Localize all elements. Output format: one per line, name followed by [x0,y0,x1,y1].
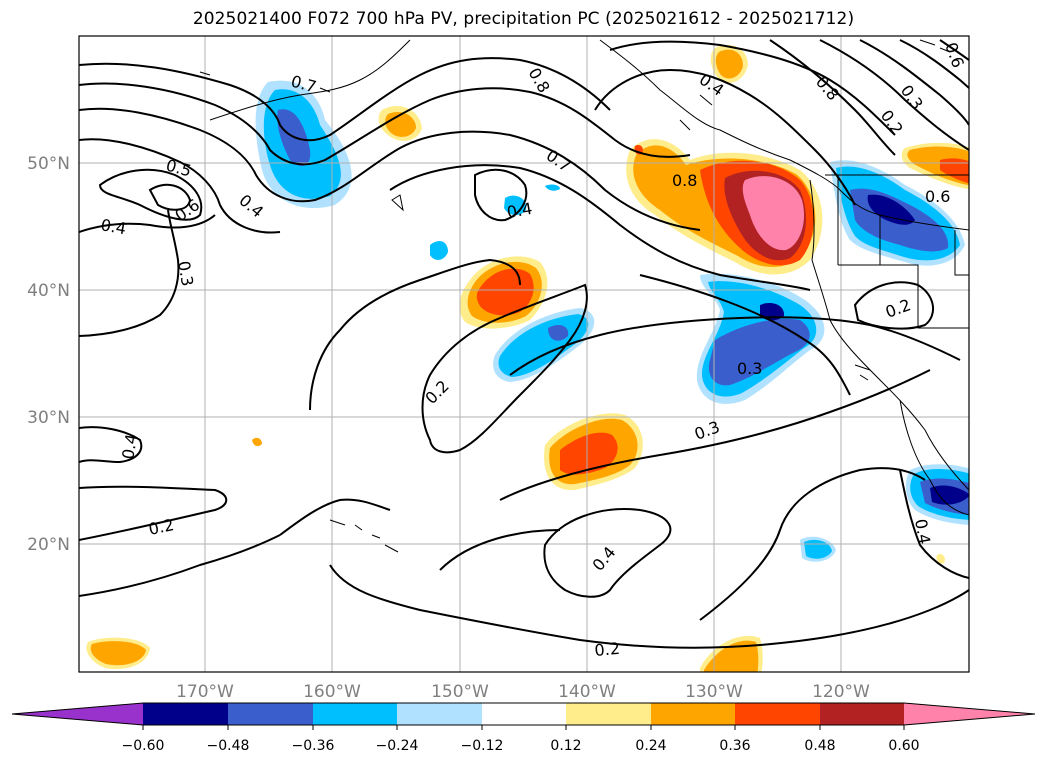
lat-label: 40°N [27,281,70,301]
contour-label: 0.2 [147,515,176,539]
colorbar-tick-label: −0.36 [292,738,335,754]
lon-label: 120°W [812,682,870,702]
contour-label: 0.2 [883,295,913,322]
map-title: 2025021400 F072 700 hPa PV, precipitatio… [192,9,855,29]
colorbar-extend-min [12,703,143,725]
contour-label: 0.3 [897,81,927,113]
colorbar-tick-label: −0.12 [461,738,504,754]
lat-label: 50°N [27,154,70,174]
contour-label: 0.2 [594,639,621,660]
lat-label: 30°N [27,408,70,428]
colorbar-extend-max [904,703,1035,725]
lon-label: 170°W [176,682,234,702]
contour-label: 0.8 [672,171,697,190]
colorbar-segment [313,703,397,725]
colorbar-segment [143,703,228,725]
graticule [79,36,969,672]
pv-contours [79,39,969,649]
contour-label: 0.3 [174,259,197,287]
contour-label: 0.3 [737,359,762,378]
coastlines [199,39,969,553]
colorbar-tick-labels: −0.60 −0.48 −0.36 −0.24 −0.12 0.12 0.24 … [122,738,920,754]
colorbar-segment [482,703,566,725]
contour-label: 0.4 [118,432,141,460]
colorbar-segment [820,703,904,725]
lon-label: 140°W [558,682,616,702]
lon-label: 160°W [303,682,361,702]
contour-label: 0.6 [941,40,968,70]
contour-label: 0.4 [99,215,127,238]
lon-label: 130°W [685,682,743,702]
map-plot-area: 0.7 0.8 0.5 0.6 0.4 0.4 0.3 0.7 0.4 0.8 … [79,36,969,672]
colorbar: −0.60 −0.48 −0.36 −0.24 −0.12 0.12 0.24 … [11,702,1036,754]
contour-label: 0.5 [164,156,194,181]
contour-label: 0.2 [421,376,452,407]
colorbar-tick-label: 0.60 [888,738,919,754]
map-frame [78,35,970,673]
colorbar-tick-label: −0.48 [207,738,250,754]
contour-label: 0.4 [589,543,620,575]
colorbar-tick-label: −0.60 [122,738,165,754]
colorbar-segment [735,703,820,725]
contour-label: 0.3 [692,417,722,444]
contour-label: 0.2 [877,106,907,138]
latitude-labels: 50°N 40°N 30°N 20°N [27,154,70,555]
colorbar-tick-label: −0.24 [376,738,419,754]
contour-label: 0.4 [505,199,533,222]
colorbar-tick-label: 0.48 [804,738,835,754]
contour-label: 0.6 [171,195,203,225]
precipitation-shading [86,44,969,672]
colorbar-ticks [142,725,905,730]
lon-label: 150°W [431,682,489,702]
contour-label: 0.8 [812,72,843,104]
colorbar-segment [566,703,651,725]
colorbar-segment [397,703,482,725]
longitude-labels: 170°W 160°W 150°W 140°W 130°W 120°W [176,682,870,702]
contour-label: 0.7 [543,146,575,176]
contour-label: 0.4 [235,191,267,222]
colorbar-tick-label: 0.24 [635,738,666,754]
contour-label: 0.6 [925,187,950,206]
contour-label: 0.4 [911,517,934,545]
colorbar-tick-label: 0.12 [550,738,581,754]
colorbar-segment [228,703,313,725]
colorbar-segment [651,703,735,725]
colorbar-tick-label: 0.36 [719,738,750,754]
lat-label: 20°N [27,535,70,555]
